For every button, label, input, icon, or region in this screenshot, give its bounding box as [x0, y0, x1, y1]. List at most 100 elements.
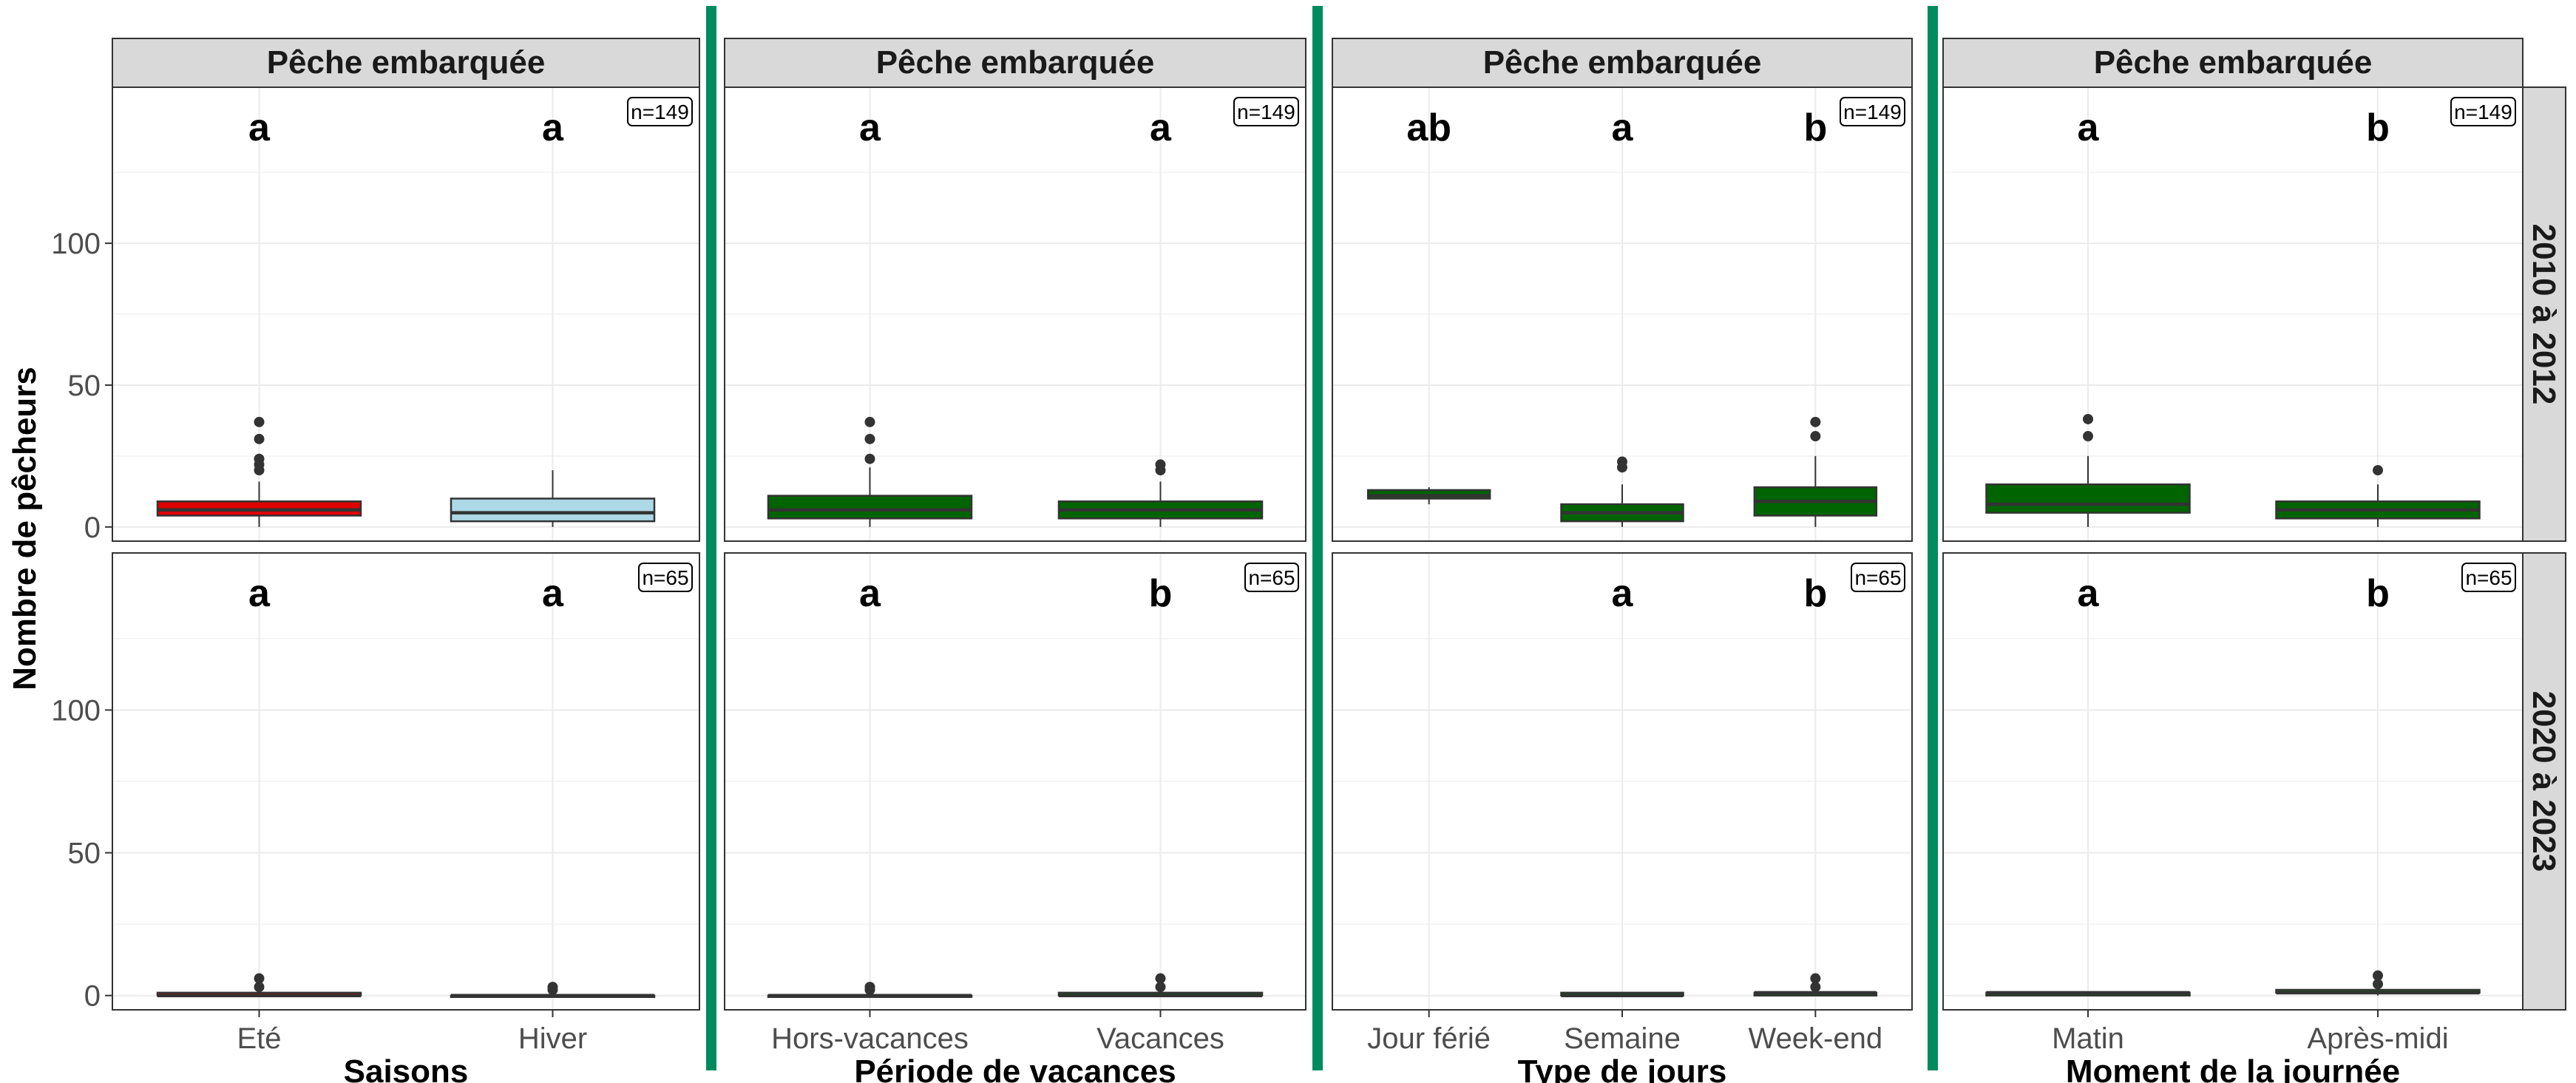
box-0: [156, 416, 362, 527]
box-outlier: [2083, 431, 2093, 442]
y-tick-label: 50: [68, 370, 101, 402]
box-outlier: [254, 453, 265, 464]
significance-letter: b: [1803, 572, 1827, 615]
significance-letter: b: [1149, 572, 1173, 615]
box-outlier: [2373, 465, 2383, 476]
x-tick-label: Vacances: [1097, 1022, 1224, 1055]
box-0: [156, 973, 362, 997]
chart-group-1: Pêche embarquée a a n=149 0 50 100 a a n=65 0 50 100…: [51, 38, 700, 1083]
box-0: [767, 982, 973, 998]
box-0: [767, 416, 973, 527]
box-outlier: [254, 433, 265, 444]
sample-size-label: n=65: [642, 566, 688, 589]
box-1: [1057, 459, 1264, 527]
panel-top: a a n=149 0 50 100: [51, 86, 700, 544]
sample-size-label: n=65: [2465, 566, 2512, 589]
row-strip-label: 2020 à 2023: [2526, 691, 2562, 872]
sample-size-label: n=149: [2454, 101, 2512, 123]
panel-bottom: a b n=65: [1332, 552, 1913, 1011]
panel-border: [724, 552, 1306, 1011]
significance-letter: a: [1150, 106, 1172, 149]
x-axis-title: Période de vacances: [854, 1053, 1176, 1083]
box-body: [767, 495, 973, 520]
sample-size-label: n=149: [1237, 101, 1295, 123]
row-strip-label: 2010 à 2012: [2526, 224, 2562, 405]
x-tick-label: Matin: [2052, 1022, 2124, 1055]
significance-letter: a: [542, 572, 564, 615]
box-1: [1057, 973, 1264, 997]
facet-strip: [1942, 38, 2524, 88]
panel-border: [1332, 86, 1913, 542]
box-outlier: [2373, 970, 2383, 981]
box-1: [1560, 991, 1684, 997]
x-tick-label: Hiver: [518, 1022, 587, 1055]
x-tick-label: Semaine: [1564, 1022, 1681, 1055]
significance-letter: a: [2078, 572, 2100, 615]
sample-size-box: [2450, 97, 2516, 126]
x-axis-title: Saisons: [344, 1053, 469, 1083]
panel-top: ab a b n=149: [1332, 86, 1913, 542]
box-outlier: [1810, 982, 1821, 993]
box-1: [1560, 456, 1684, 527]
facet-strip: [724, 38, 1306, 88]
x-tick-label: Jour férié: [1367, 1022, 1491, 1055]
sample-size-box: [1244, 563, 1299, 592]
sample-size-box: [627, 97, 693, 126]
panel-bottom: a b n=65: [724, 552, 1306, 1011]
chart-group-4: Pêche embarquée a b n=149 2010 à 2012 a b n=65 2…: [1942, 38, 2566, 1083]
significance-letter: ab: [1406, 106, 1451, 149]
significance-letter: a: [1612, 572, 1634, 615]
box-outlier: [1155, 459, 1166, 470]
row-strip: [2522, 552, 2566, 1011]
panel-top: a b n=149 2010 à 2012: [1942, 86, 2566, 542]
box-2: [1753, 416, 1878, 527]
significance-letter: b: [1803, 106, 1827, 149]
panel-border: [112, 552, 700, 1011]
box-outlier: [1617, 456, 1627, 467]
panel-border: [112, 86, 700, 542]
x-axis-title: Moment de la journée: [2066, 1053, 2400, 1083]
row-strip: [2522, 86, 2566, 542]
facet-strip-title: Pêche embarquée: [267, 44, 546, 81]
panel-bottom: a b n=65 2020 à 2023: [1942, 552, 2566, 1011]
box-0: [1366, 487, 1491, 505]
box-outlier: [864, 416, 875, 427]
sample-size-label: n=65: [1248, 566, 1295, 589]
sample-size-box: [638, 563, 693, 592]
significance-letter: a: [1612, 106, 1634, 149]
box-outlier: [547, 982, 558, 993]
y-axis-title: Nombre de pêcheurs: [7, 367, 43, 690]
panel-bottom: a a n=65 0 50 100: [51, 552, 700, 1013]
significance-letter: a: [2078, 106, 2100, 149]
significance-letter: a: [859, 572, 881, 615]
significance-letter: b: [2366, 572, 2390, 615]
box-outlier: [1155, 973, 1166, 984]
facet-strip: [1332, 38, 1913, 88]
sample-size-label: n=65: [1854, 566, 1901, 589]
significance-letter: a: [859, 106, 881, 149]
box-outlier: [2083, 413, 2093, 424]
panel-top: a a n=149: [724, 86, 1306, 542]
facet-strip: [112, 38, 700, 88]
box-outlier: [1810, 416, 1821, 427]
y-tick-label: 0: [84, 980, 101, 1013]
x-tick-label: Hors-vacances: [771, 1022, 969, 1055]
group-separator-2: [1312, 6, 1323, 1070]
box-outlier: [864, 433, 875, 444]
box-2: [1753, 973, 1878, 997]
significance-letter: a: [248, 106, 271, 149]
box-outlier: [1810, 431, 1821, 442]
charts-layer: Pêche embarquée a a n=149 0 50 100 a a n=65 0 50 100…: [51, 6, 2566, 1083]
box-body: [1985, 483, 2191, 514]
box-1: [2275, 970, 2481, 996]
sample-size-label: n=149: [631, 101, 689, 123]
group-separator-3: [1928, 6, 1938, 1070]
box-outlier: [1155, 982, 1166, 993]
y-tick-label: 50: [68, 838, 101, 870]
box-0: [1985, 991, 2191, 997]
group-separator-1: [706, 6, 716, 1070]
box-outlier: [1810, 973, 1821, 984]
significance-letter: b: [2366, 106, 2390, 149]
box-1: [450, 470, 656, 527]
